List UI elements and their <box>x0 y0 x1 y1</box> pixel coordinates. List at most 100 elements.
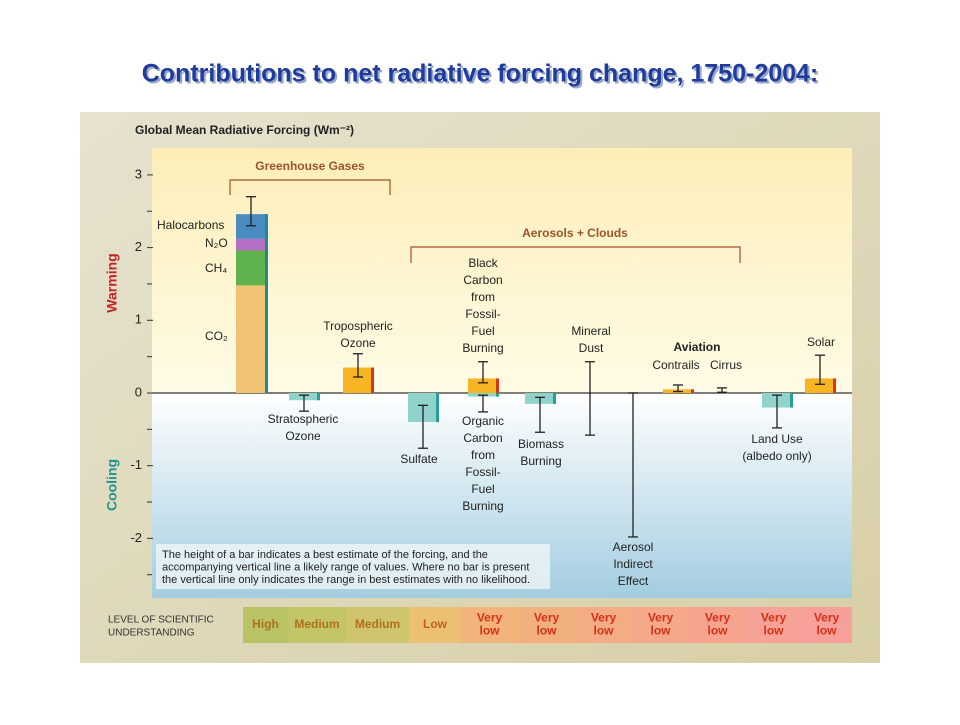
losu-level: Very <box>534 611 560 625</box>
stack-label: N₂O <box>205 236 228 250</box>
bar-edge <box>371 367 374 393</box>
losu-level: low <box>480 624 501 638</box>
losu-level: Very <box>814 611 840 625</box>
bar-label: Solar <box>807 335 835 349</box>
bar-label: Sulfate <box>400 452 438 466</box>
note: accompanying vertical line a likely rang… <box>162 561 529 573</box>
bar-label: Indirect <box>613 557 653 571</box>
stack-segment <box>236 250 267 286</box>
bar-label: Fossil- <box>465 465 500 479</box>
warming-region <box>152 148 852 393</box>
y-tick-label: 0 <box>135 384 142 399</box>
bar-label: Biomass <box>518 437 564 451</box>
losu-cell <box>689 607 746 643</box>
losu-level: High <box>252 617 279 631</box>
bracket <box>229 179 391 195</box>
y-axis-label: Global Mean Radiative Forcing (Wm⁻²) <box>135 123 354 137</box>
note: the vertical line only indicates the ran… <box>162 574 530 586</box>
bar-label: Burning <box>462 499 503 513</box>
bar-edge <box>265 214 268 393</box>
group-label: Aerosols + Clouds <box>522 226 628 240</box>
bar <box>805 378 835 393</box>
bar-label: Fuel <box>471 482 494 496</box>
losu-level: Very <box>648 611 674 625</box>
losu-cell <box>746 607 801 643</box>
y-tick-label: -2 <box>130 530 142 545</box>
title: Contributions to net radiative forcing c… <box>142 60 819 88</box>
stack-label: CO₂ <box>205 329 228 343</box>
y-tick-label: 3 <box>135 166 142 181</box>
bar-label: Effect <box>618 574 649 588</box>
bar-label: from <box>471 290 495 304</box>
losu-label: UNDERSTANDING <box>108 628 195 639</box>
bar-edge <box>496 392 499 397</box>
bar <box>468 378 498 393</box>
bar-label: Carbon <box>463 431 502 445</box>
losu-cell <box>575 607 632 643</box>
bar-label: Land Use <box>751 432 803 446</box>
group-label: Greenhouse Gases <box>255 159 365 173</box>
stack-segment <box>236 238 267 251</box>
bar-edge <box>317 392 320 401</box>
losu-cell <box>801 607 852 643</box>
losu-level: Medium <box>355 617 400 631</box>
losu-level: Very <box>591 611 617 625</box>
losu-level: low <box>708 624 729 638</box>
bar-label: Ozone <box>340 336 376 350</box>
losu-level: low <box>764 624 785 638</box>
losu-level: low <box>594 624 615 638</box>
note: The height of a bar indicates a best est… <box>162 549 488 561</box>
losu-level: low <box>537 624 558 638</box>
losu-cell <box>461 607 518 643</box>
bar-label: Carbon <box>463 273 502 287</box>
y-tick-label: -1 <box>130 457 142 472</box>
bar-label: Cirrus <box>710 358 742 372</box>
losu-level: Very <box>705 611 731 625</box>
bar-label: Aerosol <box>613 540 654 554</box>
losu-cell <box>346 607 409 643</box>
bar-label: Fuel <box>471 324 494 338</box>
bar-label: from <box>471 448 495 462</box>
stack-segment <box>236 285 267 393</box>
bar-edge <box>436 392 439 423</box>
losu-cell <box>288 607 346 643</box>
losu-cell <box>518 607 575 643</box>
note-box <box>156 544 550 589</box>
losu-level: low <box>817 624 838 638</box>
bar-label: Fossil- <box>465 307 500 321</box>
losu-label: LEVEL OF SCIENTIFIC <box>108 615 214 626</box>
losu-level: Low <box>423 617 448 631</box>
bar-label: Ozone <box>285 429 321 443</box>
losu-cell <box>632 607 689 643</box>
stack-label: CH₄ <box>205 261 227 275</box>
bar-label: Burning <box>520 454 561 468</box>
losu-cell <box>243 607 288 643</box>
bracket <box>410 246 741 263</box>
bar-edge <box>496 378 499 393</box>
stack-label: Halocarbons <box>157 218 224 232</box>
bar-edge <box>790 392 793 408</box>
title-shadow: Contributions to net radiative forcing c… <box>144 62 821 90</box>
bar-edge <box>553 392 556 404</box>
losu-level: Very <box>761 611 787 625</box>
bar-edge <box>833 378 836 393</box>
bar-label: Contrails <box>652 358 699 372</box>
losu-level: Medium <box>294 617 339 631</box>
y-tick-label: 1 <box>135 312 142 327</box>
bar-label: Burning <box>462 341 503 355</box>
losu-level: Very <box>477 611 503 625</box>
bar-label: Mineral <box>571 324 610 338</box>
bar-label: Dust <box>579 341 604 355</box>
aviation-label: Aviation <box>674 340 721 354</box>
bar-label: Black <box>468 256 498 270</box>
bar-label: Organic <box>462 414 504 428</box>
y-tick-label: 2 <box>135 239 142 254</box>
bar-edge <box>691 389 694 393</box>
bar-label: Stratospheric <box>268 412 339 426</box>
cooling-label: Cooling <box>104 459 120 511</box>
warming-label: Warming <box>104 253 120 312</box>
bar-label: Tropospheric <box>323 319 393 333</box>
bar-label: (albedo only) <box>742 449 811 463</box>
